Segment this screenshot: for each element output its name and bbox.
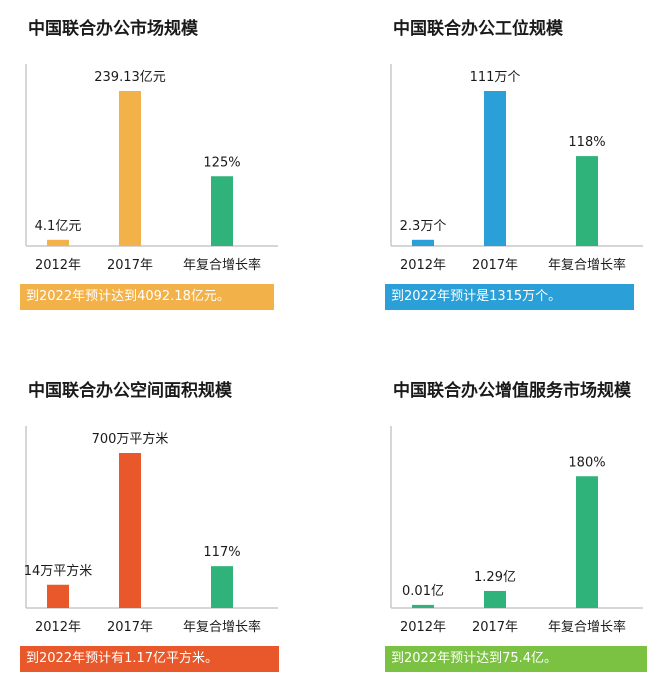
category-label: 2017年 [472,620,518,635]
chart-title: 中国联合办公增值服务市场规模 [393,381,631,401]
data-label: 1.29亿 [474,570,516,585]
chart-title: 中国联合办公空间面积规模 [28,381,232,401]
bar [119,91,141,246]
bar [484,590,506,608]
data-label: 4.1亿元 [35,219,82,234]
chart-title: 中国联合办公市场规模 [28,19,198,39]
bar [47,239,69,246]
forecast-note: 到2022年预计达到4092.18亿元。 [20,284,274,310]
category-label: 2012年 [35,258,81,273]
forecast-note: 到2022年预计达到75.4亿。 [385,646,647,672]
bar-chart-space-area: 14万平方米 2012年 700万平方米 2017年 117% 年复合增长率 [24,426,278,635]
data-label: 117% [203,545,240,560]
data-label: 2.3万个 [400,219,447,234]
bar [412,604,434,608]
bar [576,156,598,246]
data-label: 125% [203,155,240,170]
data-label: 111万个 [470,70,521,85]
category-label: 2017年 [107,258,153,273]
chart-panel-workstation-size: 中国联合办公工位规模 2.3万个 2012年 111万个 2017年 118% 年复合增长… [385,6,658,326]
category-label: 2012年 [400,258,446,273]
bar-chart-market-size: 4.1亿元 2012年 239.13亿元 2017年 125% 年复合增长率 [25,64,278,273]
data-label: 700万平方米 [92,431,169,447]
data-label: 239.13亿元 [94,70,166,85]
forecast-note: 到2022年预计是1315万个。 [385,284,634,310]
bar-chart-value-added-services: 0.01亿 2012年 1.29亿 2017年 180% 年复合增长率 [390,426,643,635]
bar [412,239,434,246]
bar [47,584,69,608]
bar [211,566,233,608]
forecast-note: 到2022年预计有1.17亿平方米。 [20,646,279,672]
category-label: 2012年 [35,620,81,635]
category-label: 年复合增长率 [548,257,626,273]
bar [484,91,506,246]
category-label: 年复合增长率 [183,619,261,635]
chart-panel-value-added-services: 中国联合办公增值服务市场规模 0.01亿 2012年 1.29亿 2017年 180% 年… [385,368,658,688]
bar [211,176,233,246]
data-label: 180% [568,455,605,470]
chart-panel-space-area: 中国联合办公空间面积规模 14万平方米 2012年 700万平方米 2017年 117%… [20,368,320,688]
data-label: 0.01亿 [402,584,444,599]
bar-chart-workstation-size: 2.3万个 2012年 111万个 2017年 118% 年复合增长率 [390,64,643,273]
category-label: 2017年 [472,258,518,273]
chart-panel-market-size: 中国联合办公市场规模 4.1亿元 2012年 239.13亿元 2017年 125% 年复… [20,6,320,326]
category-label: 年复合增长率 [548,619,626,635]
data-label: 118% [568,135,605,150]
bar [119,453,141,608]
bar [576,476,598,608]
chart-title: 中国联合办公工位规模 [393,19,563,39]
category-label: 2012年 [400,620,446,635]
category-label: 年复合增长率 [183,257,261,273]
data-label: 14万平方米 [24,563,93,579]
category-label: 2017年 [107,620,153,635]
